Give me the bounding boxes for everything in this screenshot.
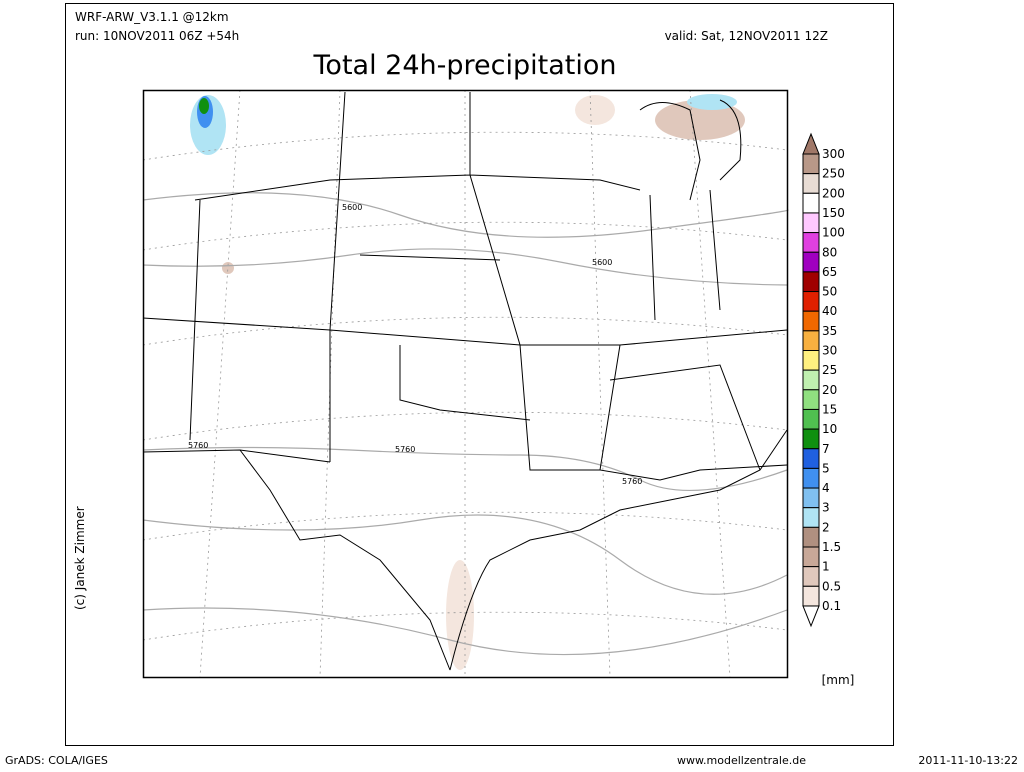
colorbar-label: 65 — [822, 265, 837, 279]
colorbar-box — [802, 487, 820, 509]
contour-label: 5600 — [592, 258, 612, 267]
contour — [142, 607, 788, 656]
coastline — [639, 99, 742, 201]
grid-line — [199, 89, 731, 678]
colorbar-label: 30 — [822, 344, 837, 358]
model-label: WRF-ARW_V3.1.1 @12km — [75, 10, 229, 24]
contour-label: 5760 — [188, 441, 208, 450]
colorbar-label: 300 — [822, 147, 845, 161]
colorbar-box — [802, 232, 820, 253]
colorbar-box — [802, 153, 820, 175]
contour-label: 5760 — [622, 477, 642, 486]
map-border — [142, 89, 789, 679]
colorbar-box — [802, 507, 820, 528]
colorbar-label: 250 — [822, 167, 845, 181]
colorbar-arrow — [802, 605, 820, 628]
colorbar-box — [802, 428, 820, 450]
valid-label: valid: Sat, 12NOV2011 12Z — [665, 29, 828, 43]
colorbar: 300 250 200 150 100 80 65 50 40 35 30 25 20 15 10 7 5 4 3 2… — [802, 132, 845, 628]
colorbar-label: 5 — [822, 461, 830, 475]
colorbar-box — [802, 251, 820, 273]
contour — [142, 248, 788, 286]
colorbar-label: 10 — [822, 422, 837, 436]
colorbar-box — [802, 291, 820, 312]
colorbar-label: 80 — [822, 245, 837, 259]
colorbar-label: 20 — [822, 383, 837, 397]
precip — [190, 94, 745, 670]
colorbar-label: 50 — [822, 285, 837, 299]
precip-area — [575, 95, 615, 125]
colorbar-label: 4 — [822, 481, 830, 495]
contour-label: 5600 — [342, 203, 362, 212]
contour — [142, 446, 788, 491]
footer-left: GrADS: COLA/IGES — [5, 754, 108, 767]
colorbar-label: 3 — [822, 501, 830, 515]
colorbar-label: 2 — [822, 520, 830, 534]
colorbar-label: 40 — [822, 304, 837, 318]
colorbar-label: 150 — [822, 206, 845, 220]
credit: (c) Janek Zimmer — [73, 506, 87, 610]
run-label: run: 10NOV2011 06Z +54h — [75, 29, 239, 43]
title: Total 24h-precipitation — [313, 50, 617, 81]
contour — [142, 514, 788, 595]
colorbar-box — [802, 369, 820, 391]
footer-center: www.modellzentrale.de — [677, 754, 806, 767]
coastline — [239, 429, 788, 671]
colorbar-label: 35 — [822, 324, 837, 338]
colorbar-box — [802, 173, 820, 194]
colorbar-box — [802, 448, 820, 469]
precip-area — [222, 262, 234, 274]
colorbar-box — [802, 271, 820, 293]
colorbar-label: 200 — [822, 186, 845, 200]
colorbar-label: 1 — [822, 560, 830, 574]
colorbar-box — [802, 408, 820, 430]
colorbar-box — [802, 546, 820, 568]
colorbar-box — [802, 389, 820, 410]
colorbar-box — [802, 467, 820, 489]
colorbar-label: 1.5 — [822, 540, 841, 554]
colorbar-box — [802, 310, 820, 332]
colorbar-label: 0.1 — [822, 599, 841, 613]
borders — [142, 91, 788, 671]
colorbar-box — [802, 566, 820, 587]
unit-label: [mm] — [822, 673, 855, 687]
colorbar-label: 7 — [822, 442, 830, 456]
precip-area — [687, 94, 737, 110]
map: 5600 5600 5760 5760 5760 — [142, 89, 789, 679]
colorbar-box — [802, 526, 820, 548]
precip-area — [199, 98, 209, 114]
colorbar-box — [802, 585, 820, 607]
colorbar-label: 100 — [822, 226, 845, 240]
graticule — [142, 89, 788, 678]
contour-label: 5760 — [395, 445, 415, 454]
contour — [142, 192, 789, 238]
footer-right: 2011-11-10-13:22 — [918, 754, 1018, 767]
colorbar-box — [802, 192, 820, 214]
precip-area — [446, 560, 474, 670]
colorbar-label: 25 — [822, 363, 837, 377]
precip-area — [655, 100, 745, 140]
colorbar-box — [802, 350, 820, 371]
colorbar-label: 0.5 — [822, 579, 841, 593]
colorbar-box — [802, 330, 820, 352]
contours — [142, 192, 789, 656]
colorbar-label: 15 — [822, 402, 837, 416]
colorbar-box — [802, 212, 820, 234]
